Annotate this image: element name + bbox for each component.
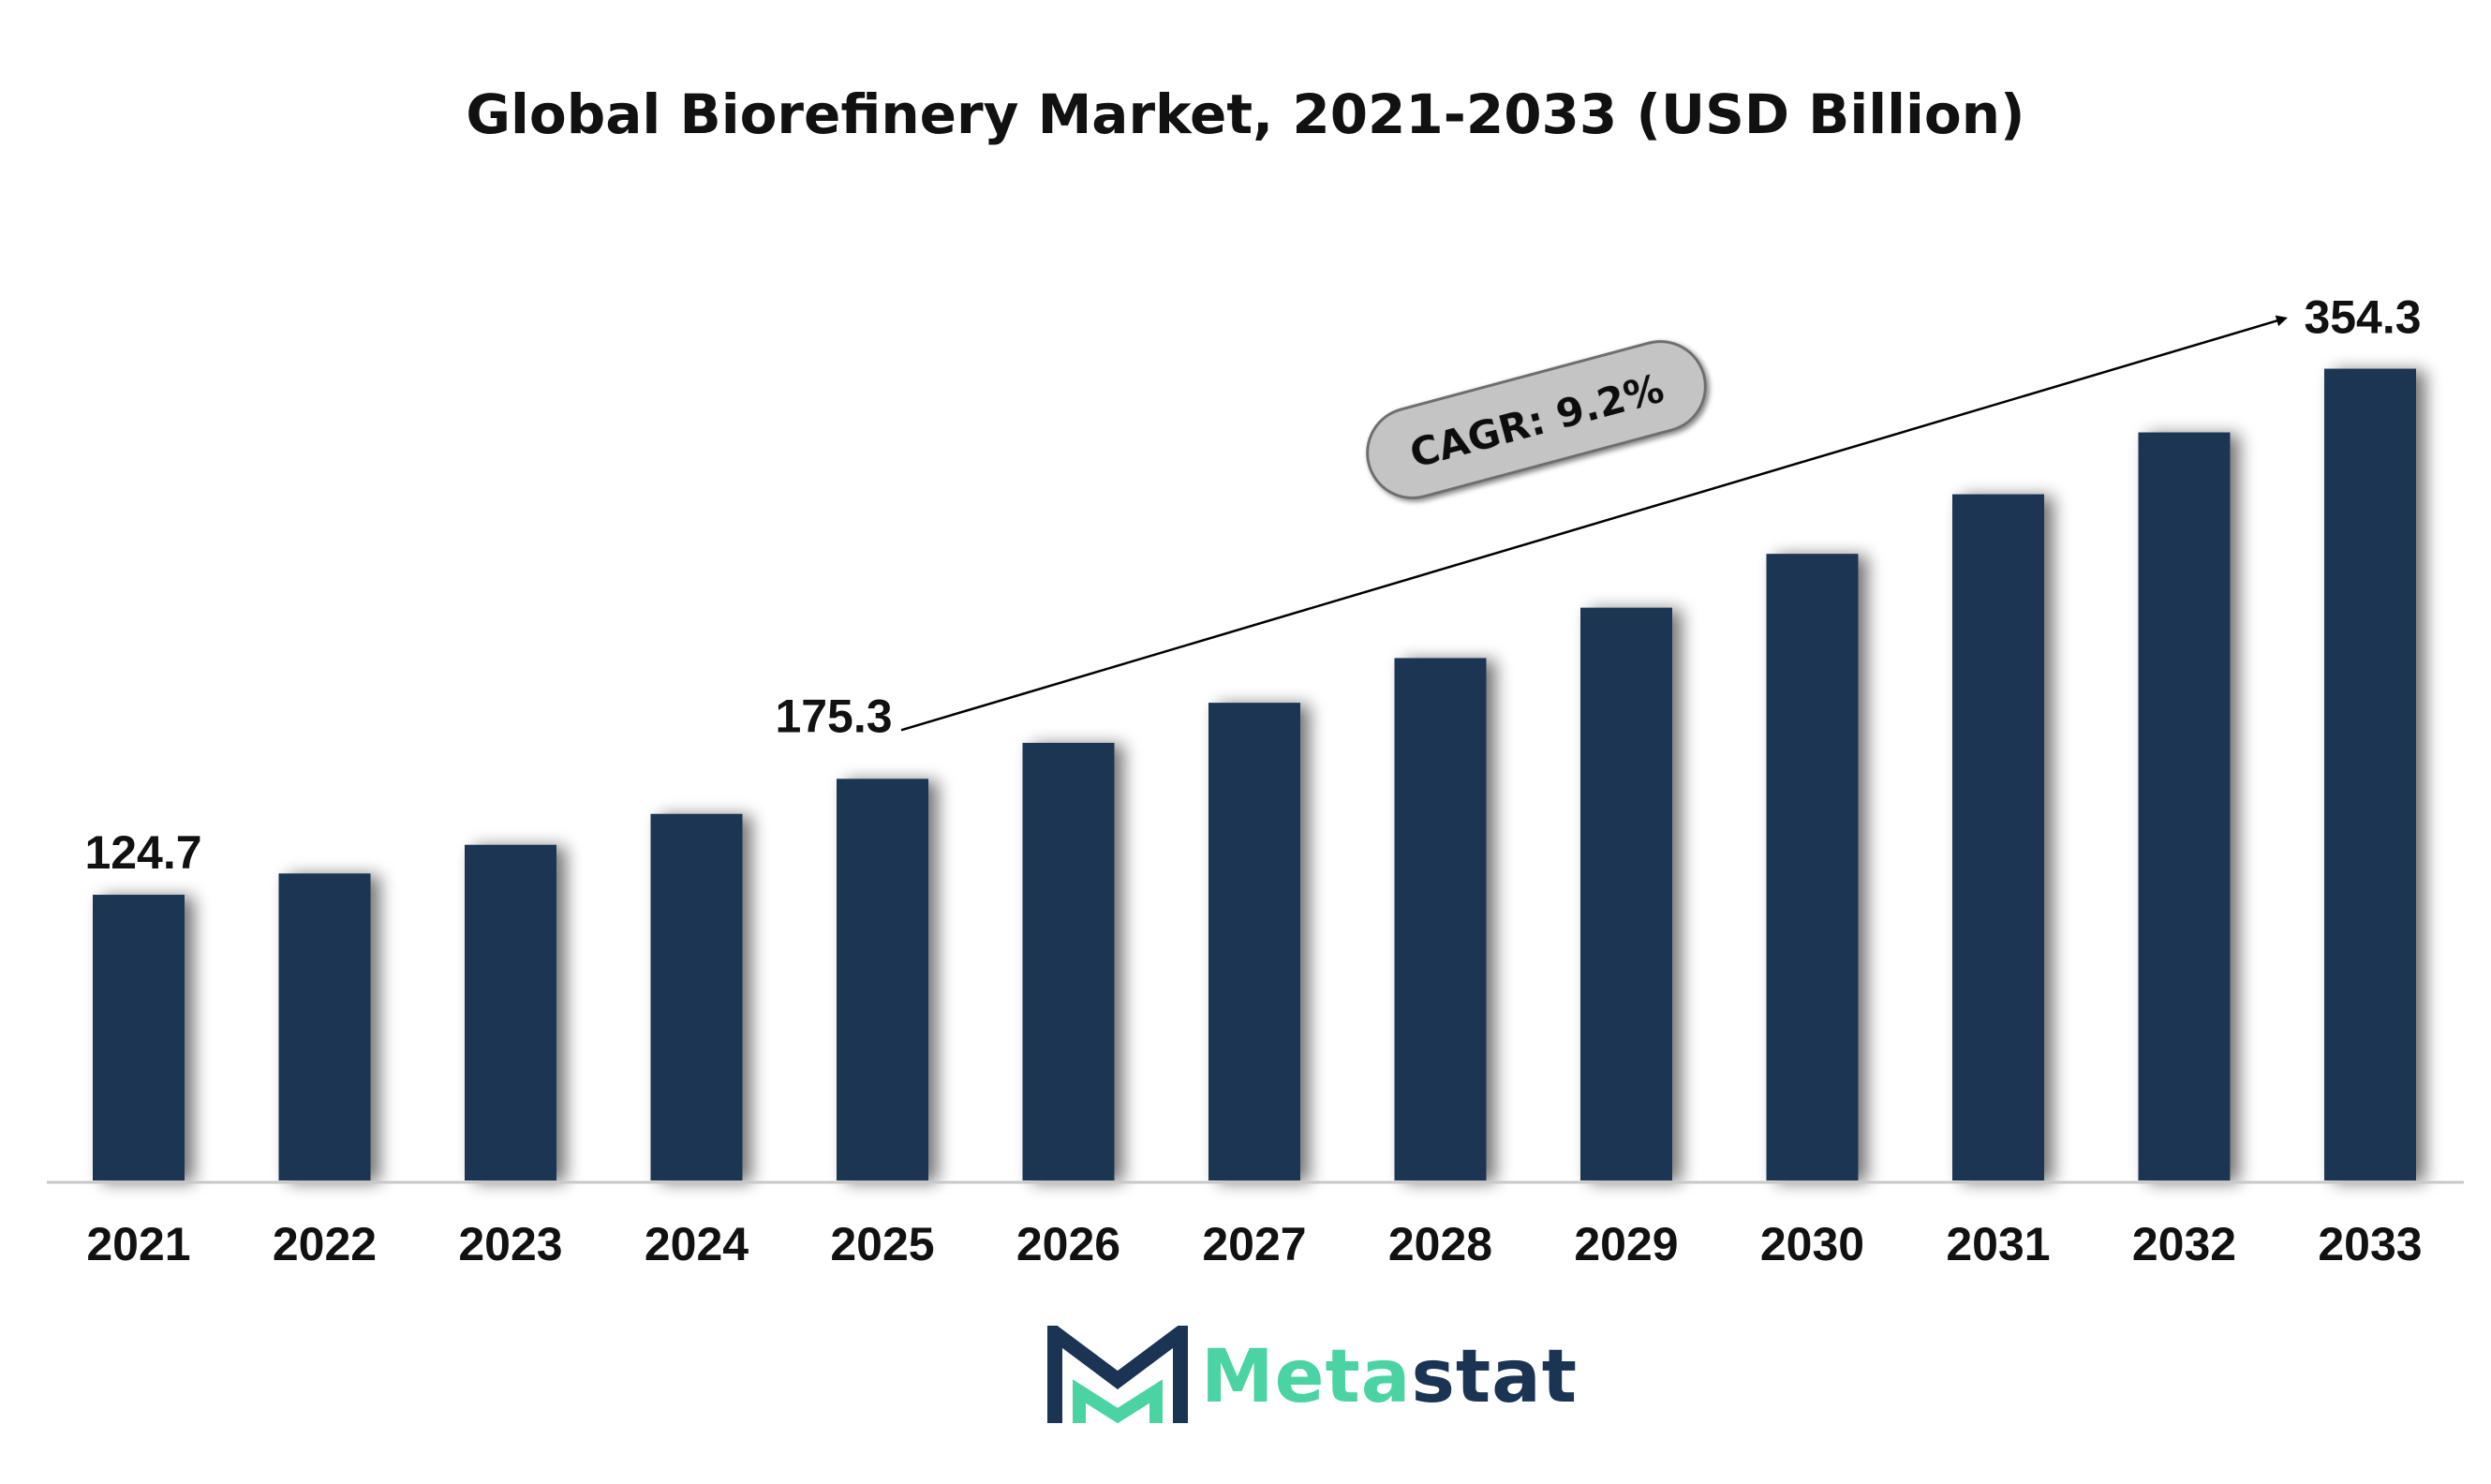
x-tick-label-2027: 2027 <box>1202 1218 1306 1270</box>
data-label-2033: 354.3 <box>2304 291 2421 344</box>
x-tick-label-2029: 2029 <box>1574 1218 1678 1270</box>
bar-2027 <box>1208 703 1300 1180</box>
cagr-arrow <box>900 315 2288 732</box>
x-tick-label-2025: 2025 <box>830 1218 934 1270</box>
x-tick-label-2026: 2026 <box>1016 1218 1120 1270</box>
metastat-logo-icon <box>1047 1326 1188 1424</box>
data-labels: 124.7 175.3 354.3 <box>84 291 2421 879</box>
bar-2025 <box>837 779 928 1180</box>
bar-2021 <box>93 895 185 1180</box>
bar-2030 <box>1766 554 1859 1180</box>
bar-2028 <box>1394 658 1487 1180</box>
logo-text-stat: stat <box>1411 1335 1579 1419</box>
x-tick-label-2024: 2024 <box>645 1218 749 1270</box>
bar-2029 <box>1580 607 1672 1180</box>
x-tick-label-2031: 2031 <box>1946 1218 2050 1270</box>
bar-2033 <box>2324 368 2416 1181</box>
bar-2032 <box>2138 432 2231 1180</box>
data-label-2025: 175.3 <box>775 690 892 742</box>
metastat-logo-text: Metastat <box>1201 1335 1578 1419</box>
cagr-badge: CAGR: 9.2% <box>1366 340 1707 499</box>
x-tick-label-2032: 2032 <box>2132 1218 2236 1270</box>
x-tick-label-2022: 2022 <box>273 1218 377 1270</box>
x-tick-label-2023: 2023 <box>458 1218 562 1270</box>
x-tick-label-2021: 2021 <box>86 1218 190 1270</box>
bars-layer <box>93 368 2416 1181</box>
bar-2031 <box>1952 494 2044 1180</box>
bar-2023 <box>465 844 556 1180</box>
bar-2024 <box>650 813 743 1180</box>
data-label-2021: 124.7 <box>84 826 201 879</box>
x-tick-label-2030: 2030 <box>1760 1218 1864 1270</box>
x-tick-label-2028: 2028 <box>1388 1218 1492 1270</box>
x-tick-labels: 2021 2022 2023 2024 2025 2026 2027 2028 2029 2030… <box>86 1218 2422 1270</box>
bar-2026 <box>1022 742 1115 1180</box>
x-tick-label-2033: 2033 <box>2318 1218 2422 1270</box>
logo-text-meta: Meta <box>1201 1335 1412 1419</box>
chart-title: Global Biorefinery Market, 2021-2033 (US… <box>466 82 2025 146</box>
metastat-logo: Metastat <box>1047 1326 1578 1429</box>
bar-2022 <box>278 873 371 1180</box>
